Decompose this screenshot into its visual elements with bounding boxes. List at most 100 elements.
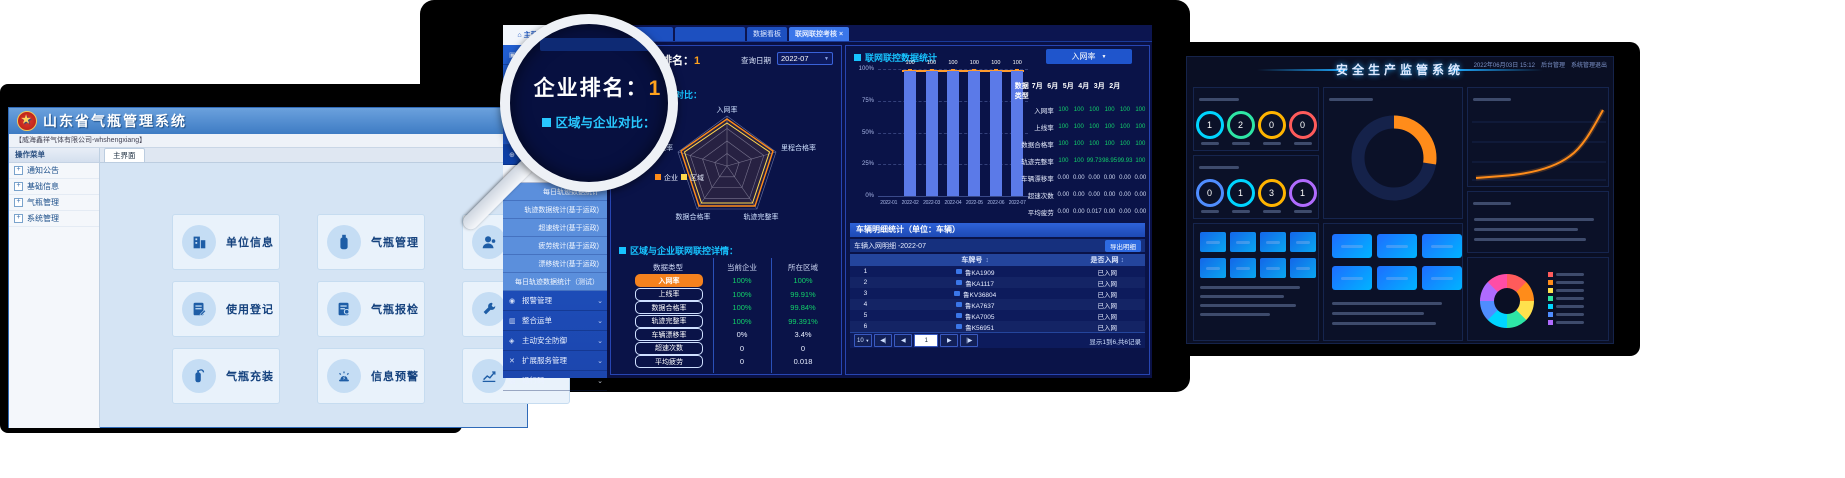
action-tile-button[interactable] [1422,234,1462,258]
col-plate[interactable]: 车牌号 ↕ [961,256,989,265]
tab-network-assessment[interactable]: 联网联控考核 × [789,27,850,41]
tile-button[interactable] [1230,232,1256,252]
card-unit-info[interactable]: 单位信息 [172,214,280,270]
tile-button[interactable] [1230,258,1256,278]
chevron-down-icon: ⌄ [597,337,603,345]
company-value: 100% [732,303,752,313]
tile-button[interactable] [1200,258,1226,278]
first-page-button[interactable]: ◀| [874,334,893,347]
action-tile-button[interactable] [1332,266,1372,290]
page-input[interactable]: 1 [914,334,939,347]
table-row[interactable]: 2 鲁KA1117 已入网 [850,277,1145,288]
prev-page-button[interactable]: ◀ [894,334,913,347]
logout-link[interactable]: 系统管理退出 [1570,63,1607,69]
left-app-main: 主界面 单位信息 气瓶管理 [100,148,570,428]
tab-hidden-2[interactable] [675,27,745,41]
metric-pill-button[interactable]: 轨迹完整率 [635,314,703,328]
submenu-item[interactable]: 每日轨迹数据统计（测试） [503,273,607,291]
card-inspection[interactable]: 气瓶报检 [317,281,425,337]
rank-value: 1 [694,55,701,67]
metric-dropdown[interactable]: 入网率 ▼ [1046,49,1132,64]
tile-button[interactable] [1260,258,1286,278]
menu-item[interactable]: ▩ 通行码 ⌄ [503,371,607,391]
legend-color-swatch [1548,311,1553,317]
submenu-item[interactable]: 超速统计(基于运政) [503,219,607,237]
expand-icon[interactable]: + [14,166,23,175]
y-tick-label: 75% [861,97,874,104]
menu-item[interactable]: ✕ 扩展服务管理 ⌄ [503,351,607,371]
action-tile-button[interactable] [1377,234,1417,258]
wheel-center [1494,288,1520,314]
tile-button[interactable] [1290,258,1316,278]
legend-item [1548,278,1584,286]
last-page-button[interactable]: |▶ [960,334,979,347]
metric-pill-button[interactable]: 平均疲劳 [635,355,703,369]
card-label: 信息预警 [371,371,419,383]
action-tile-button[interactable] [1332,234,1372,258]
plate-cell: 鲁KA1909 [881,267,1070,277]
metric-pill-button[interactable]: 入网率 [635,274,703,288]
stats-header: 联网联控数据统计 [854,51,937,64]
bar-slot: 100 2022-06 [985,60,1006,206]
close-icon[interactable]: × [838,30,844,38]
tile-button[interactable] [1200,232,1226,252]
stat-ring: 1 [1226,179,1255,213]
expand-icon[interactable]: + [14,198,23,207]
card-cylinder-mgmt[interactable]: 气瓶管理 [317,214,425,270]
tab-home[interactable]: 主界面 [104,148,145,162]
y-tick-label: 25% [861,161,874,168]
table-row[interactable]: 4 鲁KA7637 已入网 [850,299,1145,310]
expand-icon[interactable]: + [14,182,23,191]
query-date-select[interactable]: 2022-07 ▼ [777,52,833,65]
vehicle-panel-title: 车辆入网明细 -2022-07 [854,242,926,250]
detail-header: 区域与企业联网联控详情： [619,244,738,257]
card-label: 气瓶管理 [371,237,419,249]
bullet-square-icon [854,54,861,61]
metric-pill-button[interactable]: 数据合格率 [635,301,703,315]
table-row[interactable]: 1 鲁KA1909 已入网 [850,266,1145,277]
table-row[interactable]: 3 鲁KV36804 已入网 [850,288,1145,299]
export-button[interactable]: 导出明细 [1105,239,1141,252]
table-row[interactable]: 6 鲁K56951 已入网 [850,321,1145,332]
detail-table: 入网率 100% 100% 上线率 100% 99.91% 数据合格率 100%… [611,274,841,369]
menu-item[interactable]: ◉ 报警管理 ⌄ [503,291,607,311]
menu-item[interactable]: ◈ 主动安全防御 ⌄ [503,331,607,351]
submenu-item[interactable]: 疲劳统计(基于运政) [503,237,607,255]
table-row[interactable]: 5 鲁KA7005 已入网 [850,310,1145,321]
stat-ring: 0 [1195,179,1224,213]
tab-data-board[interactable]: 数据看板 [747,27,787,41]
metric-pill-button[interactable]: 超速次数 [635,341,703,355]
tile-button[interactable] [1290,232,1316,252]
tile-button[interactable] [1260,232,1286,252]
col-status[interactable]: 是否入网 ↕ [1090,257,1124,264]
sidebar-item[interactable]: + 通知公告 [9,163,99,179]
legend-item [1548,318,1584,326]
x-tick-label: 2022-02 [901,200,919,206]
sidebar-item[interactable]: + 基础信息 [9,179,99,195]
card-usage-register[interactable]: 使用登记 [172,281,280,337]
row-index: 2 [863,279,868,286]
submenu-item[interactable]: 轨迹数据统计(基于运政) [503,201,607,219]
action-tile-button[interactable] [1422,266,1462,290]
plate-cell: 鲁KA1117 [881,278,1070,288]
bar-value-label: 100 [926,60,937,66]
action-tile-button[interactable] [1377,266,1417,290]
matrix-header-cell: 7月 [1031,83,1043,90]
sidebar-item[interactable]: + 气瓶管理 [9,195,99,211]
card-alert[interactable]: 信息预警 [317,348,425,404]
submenu-item[interactable]: 漂移统计(基于运政) [503,255,607,273]
submenu-item-label: 超速统计(基于运政) [538,224,599,232]
sidebar-item[interactable]: + 系统管理 [9,211,99,227]
page-size-select[interactable]: 10 ▼ [854,334,873,347]
vehicle-icon [956,280,963,285]
micro-text [1293,142,1312,145]
card-filling[interactable]: 气瓶充装 [172,348,280,404]
admin-link[interactable]: 后台管理 [1540,63,1565,69]
y-tick-label: 100% [858,66,874,72]
metric-pill-button[interactable]: 上线率 [635,287,703,301]
expand-icon[interactable]: + [14,214,23,223]
next-page-button[interactable]: ▶ [940,334,959,347]
menu-item[interactable]: ▥ 整合运单 ⌄ [503,311,607,331]
metric-pill-button[interactable]: 车辆漂移率 [635,328,703,342]
detail-row: 车辆漂移率 0% 3.4% [611,328,841,342]
